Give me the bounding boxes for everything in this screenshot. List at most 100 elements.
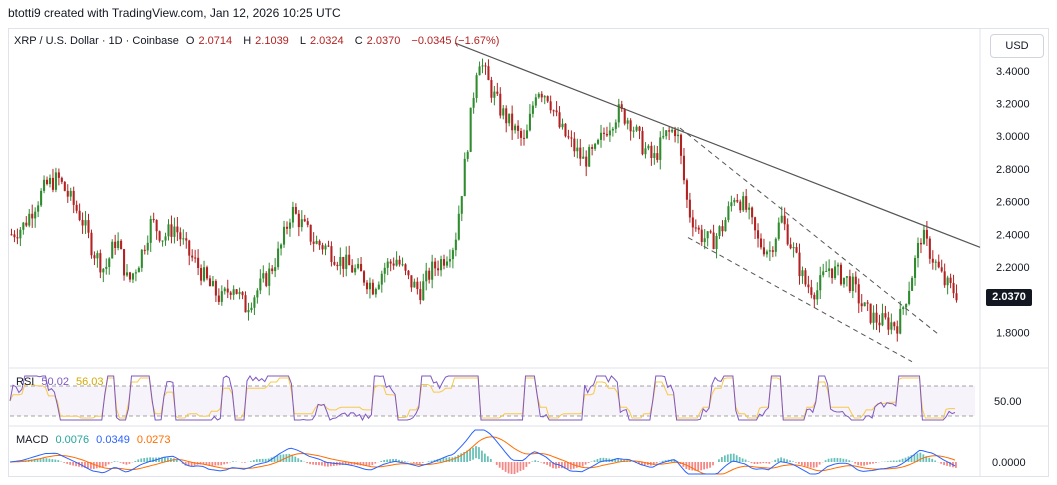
candle-body [798,252,801,277]
macd-histogram-bar [332,462,335,466]
candle-body [825,270,828,272]
candle-body [558,112,561,128]
candle-body [75,204,78,211]
candle-body [694,227,697,229]
close-field: C 2.0370 [354,35,401,47]
candle-body [709,231,712,233]
candle-body [57,172,60,178]
macd-histogram-bar [395,458,397,462]
macd-histogram-bar [128,462,131,464]
macd-histogram-bar [809,462,812,468]
macd-histogram-bar [510,462,513,474]
macd-histogram-bar [519,462,522,472]
macd-histogram-bar [116,461,119,462]
candle-body [881,313,884,326]
candle-body [274,267,277,272]
macd-histogram-bar [901,458,904,462]
macd-histogram-bar [386,459,389,462]
candle-body [848,276,851,292]
macd-histogram-bar [721,457,723,462]
candle-body [371,282,374,295]
macd-histogram-bar [472,447,474,460]
currency-button[interactable]: USD [990,34,1044,58]
candle-body [629,120,632,132]
candle-body [99,253,102,273]
candle-body [164,236,167,241]
candle-body [534,97,537,106]
macd-histogram-bar [344,462,347,465]
macd-histogram-bar [522,462,525,470]
candle-body [84,220,87,226]
macd-histogram-bar [955,462,957,468]
candle-body [828,268,831,271]
macd-histogram-bar [448,457,451,462]
macd-histogram-bar [380,460,383,462]
macd-histogram-bar [712,462,714,466]
candle-body [783,215,786,225]
macd-histogram-bar [762,462,765,464]
macd-histogram-bar [249,461,252,462]
macd-line [9,429,956,475]
candle-body [348,254,351,266]
candle-body [597,139,600,144]
candle-body [463,158,466,197]
chart-frame[interactable] [8,28,1049,477]
candle-body [638,126,641,131]
macd-histogram-bar [525,462,528,467]
candle-body [43,179,46,191]
candle-body [842,277,845,285]
candle-body [54,172,57,190]
candle-body [200,267,203,281]
macd-histogram-bar [697,462,700,471]
rsi-group [9,375,975,422]
macd-histogram-bar [208,462,211,466]
macd-histogram-bar [504,462,507,472]
candle-body [765,251,768,255]
rsi-legend: RSI 50.02 56.03 [16,376,108,388]
candle-body [691,217,694,228]
macd-histogram-bar [167,457,169,462]
candle-body [105,266,108,269]
macd-histogram-bar [241,462,243,463]
price-axis: 3.4000 3.2000 3.0000 2.8000 2.6000 2.4000 2.20… [996,66,1030,339]
candle-body [789,244,792,249]
candle-body [762,247,765,255]
candle-body [928,238,931,259]
candle-body [383,267,386,274]
candle-body [291,206,294,223]
candle-body [407,270,410,276]
macd-histogram-bar [774,459,777,462]
macd-histogram-bar [205,462,208,466]
candle-body [863,302,866,307]
candle-body [931,258,934,263]
macd-histogram-bar [184,462,187,466]
candle-body [611,128,614,131]
candle-body [69,190,72,197]
candle-body [946,277,949,286]
candle-body [93,255,96,259]
candle-body [834,266,837,279]
candle-body [644,148,647,155]
macd-histogram-bar [202,462,205,465]
macd-histogram-bar [898,459,901,462]
macd-histogram-bar [421,462,424,463]
candle-body [786,224,789,245]
candle-body [315,240,318,244]
candle-body [425,270,428,282]
macd-histogram-bar [643,462,646,466]
price-axis-tick: 3.0000 [996,131,1030,143]
macd-histogram-bar [347,462,350,465]
macd-histogram-bar [563,462,566,469]
candle-body [188,240,191,256]
candle-body [576,147,579,152]
macd-histogram-bar [919,452,922,462]
candle-body [309,224,312,242]
open-field: O 2.0714 [185,35,233,47]
candle-body [330,246,333,262]
candle-body [845,276,848,278]
macd-histogram-bar [232,461,234,462]
macd-histogram-bar [534,460,537,462]
candle-body [176,226,179,233]
rsi-band [10,386,975,416]
